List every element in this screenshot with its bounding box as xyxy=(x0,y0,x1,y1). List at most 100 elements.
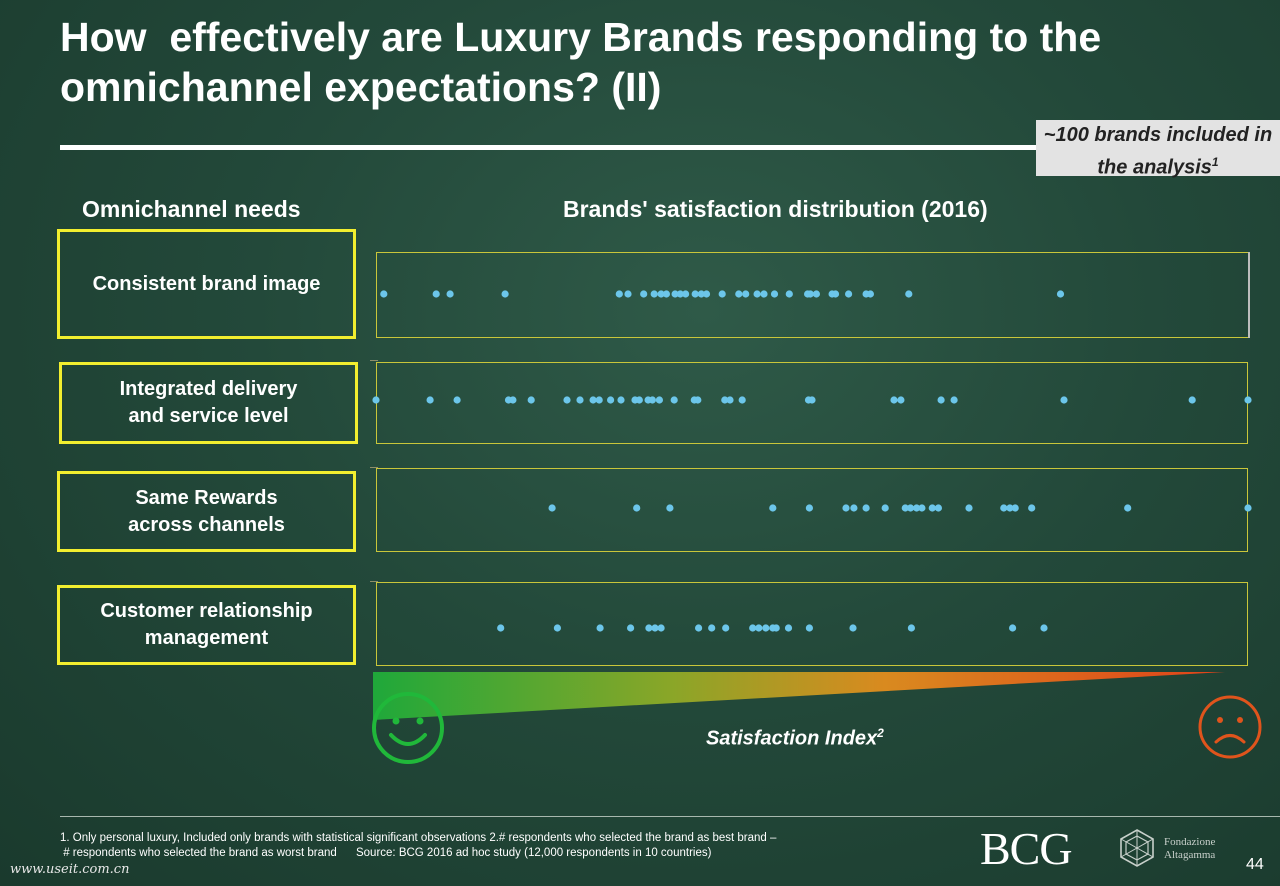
needs-column-header: Omnichannel needs xyxy=(82,196,301,222)
brand-dot-row1-23 xyxy=(785,290,793,298)
brand-dot-row1-20 xyxy=(753,290,761,298)
brand-dot-row4-8 xyxy=(695,624,703,632)
brand-dot-row1-15 xyxy=(697,290,705,298)
brand-dot-row1-4 xyxy=(501,290,509,298)
brand-dot-row4-3 xyxy=(596,624,604,632)
brand-dot-row3-14 xyxy=(928,504,936,512)
brand-dot-row2-31 xyxy=(1188,396,1196,404)
brand-dot-row4-9 xyxy=(708,624,716,632)
brand-dot-row2-21 xyxy=(721,396,729,404)
brand-dot-row1-2 xyxy=(432,290,440,298)
brand-dot-row4-1 xyxy=(497,624,505,632)
brand-dot-row1-1 xyxy=(380,290,388,298)
brand-dot-row3-8 xyxy=(862,504,870,512)
brand-dot-row1-3 xyxy=(446,290,454,298)
brand-dot-row4-11 xyxy=(749,624,757,632)
brand-dot-row3-5 xyxy=(805,504,814,512)
brand-dot-row2-22 xyxy=(726,396,734,404)
brand-dot-row3-9 xyxy=(881,504,889,512)
brand-dot-row1-8 xyxy=(650,290,658,298)
brand-dot-row1-11 xyxy=(671,290,679,298)
brand-dot-row3-11 xyxy=(906,504,915,512)
brand-dot-row2-14 xyxy=(635,396,643,404)
brand-dot-row3-1 xyxy=(548,504,556,512)
brand-dot-row1-21 xyxy=(760,290,768,298)
distribution-panel-crm xyxy=(376,582,1248,666)
brand-dot-row1-14 xyxy=(691,290,699,298)
brand-dot-row4-6 xyxy=(651,624,659,632)
brand-dot-row2-6 xyxy=(527,396,535,404)
x-axis-footnote-marker: 2 xyxy=(877,726,884,740)
sad-face-icon xyxy=(1198,695,1262,759)
altagamma-logo-icon xyxy=(1120,829,1154,867)
satisfaction-index-label: Satisfaction Index2 xyxy=(706,726,884,751)
brand-dot-row1-22 xyxy=(770,290,779,298)
brand-dot-row2-9 xyxy=(589,396,597,404)
brand-dot-row1-25 xyxy=(806,290,814,298)
brand-dot-row3-19 xyxy=(1011,504,1019,512)
brand-dot-row1-6 xyxy=(624,290,632,298)
brand-dot-row3-18 xyxy=(1006,504,1014,512)
brand-dot-row3-12 xyxy=(913,504,921,512)
brand-dot-row1-5 xyxy=(615,290,623,298)
brand-dot-row1-17 xyxy=(718,290,726,298)
need-integrated-delivery: Integrated delivery and service level xyxy=(59,362,358,444)
x-axis-label: Satisfaction Index xyxy=(706,727,878,750)
bcg-logo: BCG xyxy=(980,823,1073,874)
brand-dot-row4-21 xyxy=(1040,624,1048,632)
brand-dot-row3-2 xyxy=(633,504,641,512)
brand-dot-row3-3 xyxy=(666,504,674,512)
brand-dot-row2-29 xyxy=(950,396,958,404)
brand-dot-row3-4 xyxy=(769,504,777,512)
brand-dot-row4-17 xyxy=(805,624,814,632)
brand-dot-row2-7 xyxy=(563,396,571,404)
brands-included-callout: ~100 brands included in the analysis1 xyxy=(1036,120,1280,179)
satisfaction-index-scale xyxy=(373,672,1225,720)
brand-dot-row2-30 xyxy=(1060,396,1068,404)
brand-dot-row4-2 xyxy=(553,624,562,632)
brand-dot-row1-18 xyxy=(735,290,743,298)
brand-dot-row2-23 xyxy=(738,396,746,404)
brand-dot-row3-10 xyxy=(901,504,909,512)
brand-dot-row1-7 xyxy=(640,290,648,298)
brand-dot-row2-11 xyxy=(607,396,615,404)
footnote: 1. Only personal luxury, Included only b… xyxy=(60,832,777,859)
brand-dot-row3-21 xyxy=(1124,504,1132,512)
brand-dot-row2-2 xyxy=(426,396,434,404)
brand-dot-row4-16 xyxy=(784,624,793,632)
brand-dot-row2-27 xyxy=(897,396,905,404)
brand-dot-row4-18 xyxy=(849,624,857,632)
brand-dot-row1-31 xyxy=(866,290,875,298)
brand-dot-row2-32 xyxy=(1244,396,1252,404)
callout-text: ~100 brands included in the analysis xyxy=(1043,124,1273,179)
brand-dot-row1-32 xyxy=(905,290,913,298)
brand-dot-row4-4 xyxy=(627,624,635,632)
brand-dot-row1-10 xyxy=(662,290,671,298)
brand-dot-row4-5 xyxy=(645,624,653,632)
brand-dot-row2-25 xyxy=(808,396,816,404)
panel-tick xyxy=(370,467,378,468)
brand-dot-row2-5 xyxy=(509,396,517,404)
brand-dot-row1-13 xyxy=(682,290,690,298)
brand-dot-row1-26 xyxy=(812,290,821,298)
brand-dot-row2-28 xyxy=(937,396,945,404)
distribution-column-header: Brands' satisfaction distribution (2016) xyxy=(563,196,988,222)
brand-dot-row4-7 xyxy=(657,624,665,632)
page-number: 44 xyxy=(1246,856,1264,873)
page-title: How effectively are Luxury Brands respon… xyxy=(60,14,1113,110)
brand-dot-row2-1 xyxy=(372,396,380,404)
brand-dot-row1-28 xyxy=(831,290,840,298)
watermark: www.useit.com.cn xyxy=(10,862,130,877)
brand-dot-row2-17 xyxy=(655,396,664,404)
brand-dot-row1-19 xyxy=(742,290,750,298)
brand-dot-row4-10 xyxy=(722,624,730,632)
brand-dot-row2-12 xyxy=(617,396,625,404)
brand-dot-row3-22 xyxy=(1244,504,1252,512)
brand-dot-row4-15 xyxy=(772,624,780,632)
brand-dot-row2-16 xyxy=(648,396,657,404)
brand-dot-row4-19 xyxy=(907,624,916,632)
altagamma-logo-text: Fondazione Altagamma xyxy=(1164,836,1216,861)
brand-dot-row4-12 xyxy=(755,624,763,632)
brand-dot-row1-29 xyxy=(845,290,853,298)
brand-dot-row3-20 xyxy=(1028,504,1036,512)
